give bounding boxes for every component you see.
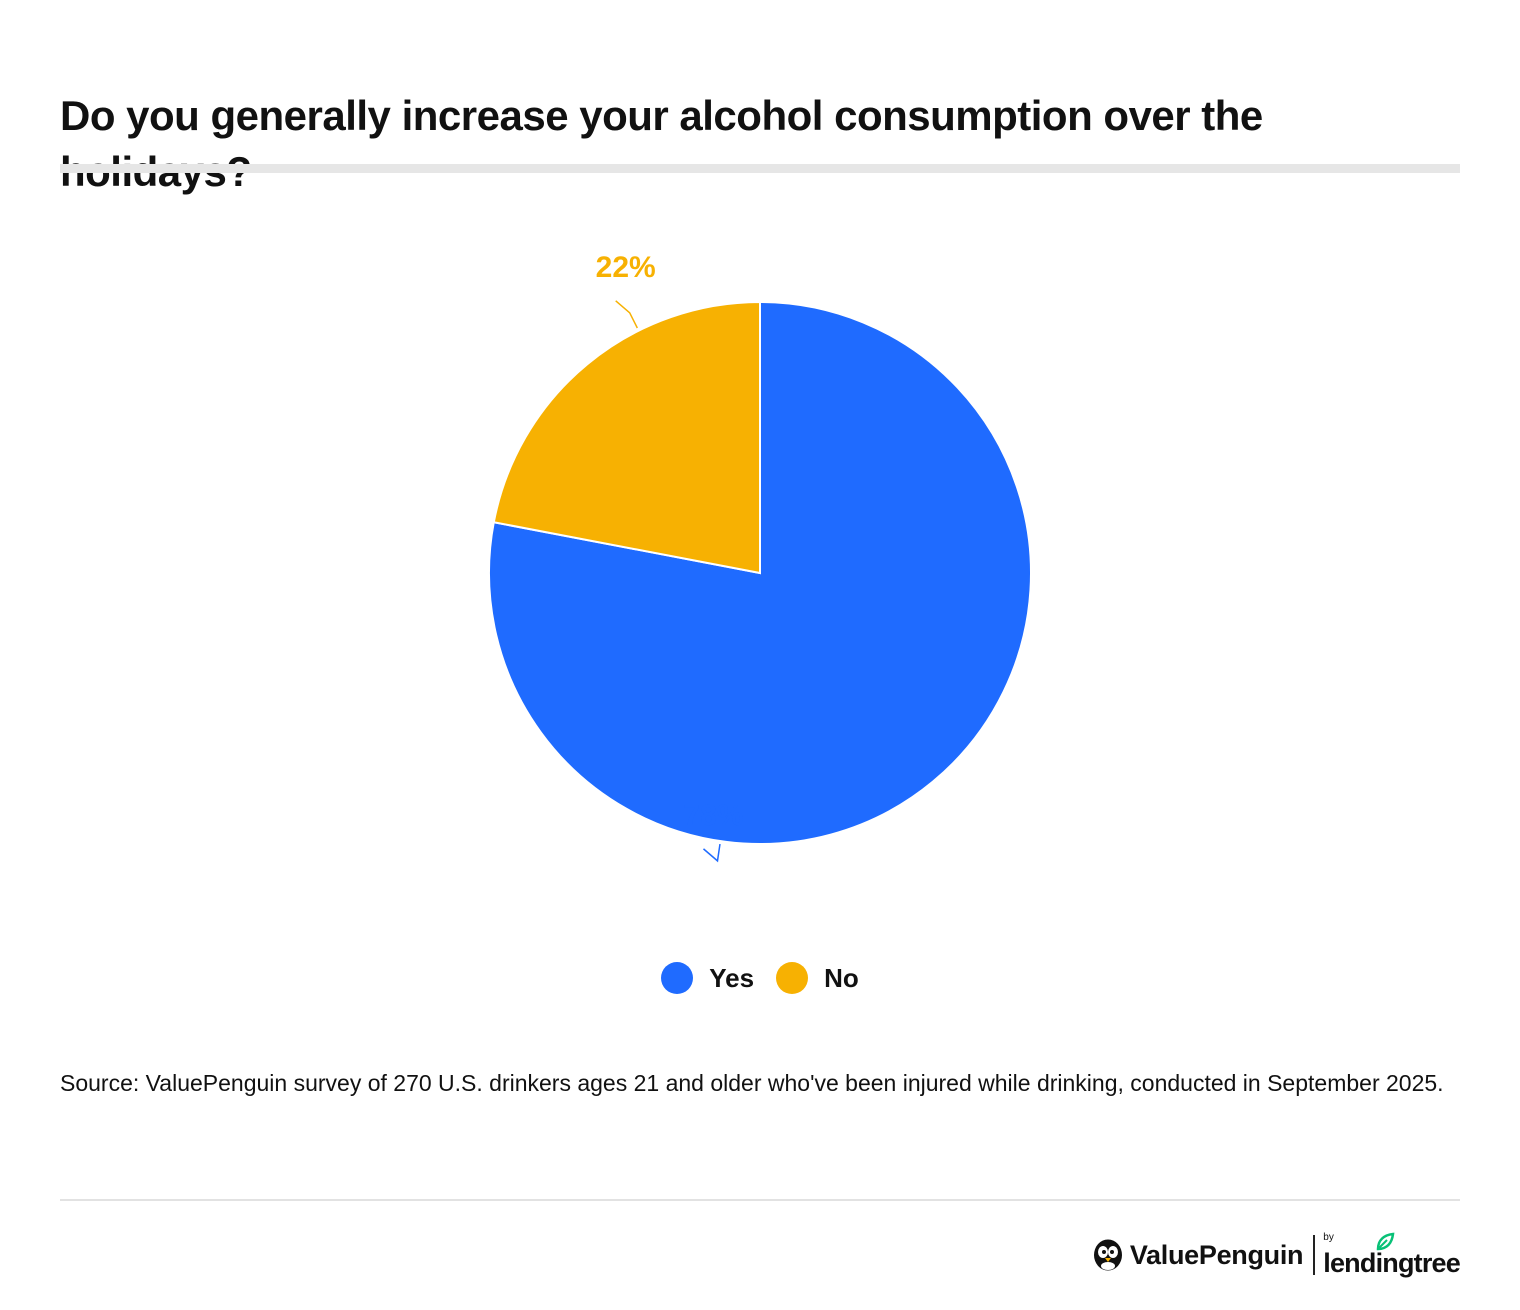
pie-chart: 78% 22% bbox=[488, 251, 1032, 863]
data-label-yes: 78% bbox=[683, 799, 743, 832]
lendingtree-wordmark: lendingtree bbox=[1323, 1248, 1461, 1278]
legend-item-no: No bbox=[776, 962, 859, 994]
valuepenguin-logo: ValuePenguin bbox=[1092, 1238, 1304, 1272]
legend-item-yes: Yes bbox=[661, 962, 754, 994]
leader-line-no bbox=[615, 300, 638, 329]
chart-legend: Yes No bbox=[0, 962, 1520, 994]
source-note: Source: ValuePenguin survey of 270 U.S. … bbox=[60, 1070, 1444, 1096]
leaf-icon bbox=[1377, 1232, 1395, 1251]
penguin-icon bbox=[1093, 1239, 1122, 1271]
footer-logos: ValuePenguin by lendingtree bbox=[1092, 1230, 1461, 1280]
legend-label-no: No bbox=[824, 962, 859, 993]
legend-swatch-yes bbox=[661, 962, 694, 994]
lendingtree-logo: by lendingtree bbox=[1323, 1232, 1461, 1278]
footer-divider bbox=[60, 1199, 1460, 1201]
legend-swatch-no bbox=[776, 962, 809, 994]
leader-line-yes bbox=[703, 843, 721, 863]
valuepenguin-wordmark: ValuePenguin bbox=[1129, 1239, 1304, 1270]
title-divider bbox=[60, 164, 1460, 173]
lendingtree-by-label: by bbox=[1323, 1232, 1334, 1243]
logo-divider bbox=[1313, 1235, 1316, 1275]
pie-slice-no bbox=[492, 300, 761, 575]
data-label-no: 22% bbox=[596, 251, 656, 284]
legend-label-yes: Yes bbox=[709, 962, 755, 993]
